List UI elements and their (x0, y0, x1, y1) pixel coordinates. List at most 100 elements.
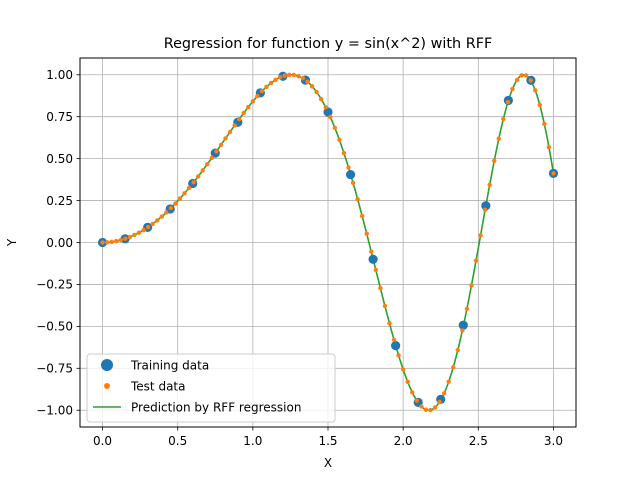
y-tick-label: 1.00 (46, 68, 73, 82)
test-point (446, 379, 451, 384)
test-point (396, 353, 401, 358)
test-point (469, 283, 474, 288)
x-tick-label: 2.0 (394, 434, 413, 448)
test-point (182, 191, 187, 196)
test-point (100, 240, 105, 245)
legend-prediction-label: Prediction by RFF regression (131, 401, 301, 415)
y-tick-label: 0.00 (46, 236, 73, 250)
test-point (268, 80, 274, 86)
test-point (264, 84, 269, 89)
x-tick-label: 1.5 (318, 434, 337, 448)
test-point (236, 116, 242, 122)
test-point (227, 129, 233, 135)
y-axis-label: Y (5, 238, 19, 247)
test-point (150, 221, 155, 227)
test-point (177, 196, 183, 201)
test-point (478, 233, 483, 238)
legend-test-label: Test data (130, 380, 185, 394)
test-point (127, 234, 133, 240)
test-point (337, 137, 342, 143)
legend: Training data Test data Prediction by RF… (86, 353, 336, 423)
test-point (441, 391, 447, 396)
test-point (359, 213, 365, 219)
test-point (400, 367, 406, 372)
test-point (218, 142, 224, 148)
test-point (136, 230, 142, 235)
test-point (109, 239, 114, 245)
test-point (291, 72, 297, 78)
test-point (432, 405, 438, 410)
y-tick-label: −0.75 (36, 362, 73, 376)
test-point (482, 207, 488, 213)
test-point (195, 174, 201, 179)
test-point (168, 205, 174, 211)
test-point (145, 224, 151, 230)
test-point (296, 73, 301, 79)
test-point (423, 407, 429, 412)
test-point (496, 136, 501, 141)
test-point (473, 258, 479, 263)
test-point (523, 73, 529, 78)
test-point (505, 100, 511, 105)
test-point (414, 398, 420, 403)
test-point (542, 121, 547, 127)
training-point (368, 254, 378, 264)
test-point (282, 73, 287, 78)
test-point (164, 210, 169, 215)
test-point (341, 150, 347, 156)
test-point (410, 390, 415, 395)
y-tick-label: 0.50 (46, 152, 73, 166)
test-point (519, 73, 524, 78)
x-axis-label: X (324, 456, 332, 470)
test-point (364, 231, 369, 236)
legend-box (86, 353, 336, 423)
test-point (464, 306, 470, 311)
test-point (209, 155, 215, 161)
test-point (382, 303, 388, 309)
y-tick-label: −0.50 (36, 320, 73, 334)
x-tick-label: 0.5 (168, 434, 187, 448)
test-point (528, 78, 533, 83)
test-point (501, 116, 506, 122)
legend-training-label: Training data (130, 359, 209, 373)
test-point (350, 180, 356, 186)
test-point (232, 123, 237, 128)
test-point (537, 102, 542, 108)
test-point (186, 185, 192, 191)
test-point (132, 232, 137, 238)
test-point (318, 96, 324, 102)
test-point (141, 227, 146, 233)
test-point (460, 328, 465, 333)
chart-title: Regression for function y = sin(x^2) wit… (164, 36, 493, 52)
test-point (451, 365, 456, 370)
test-point (455, 347, 461, 353)
test-point (309, 84, 315, 89)
test-point (369, 249, 374, 254)
test-point (255, 93, 260, 99)
training-point (323, 107, 333, 117)
training-point (391, 341, 401, 351)
test-point (250, 99, 256, 104)
test-point (214, 149, 219, 154)
x-tick-label: 2.5 (469, 434, 488, 448)
test-point (391, 337, 397, 343)
test-point (114, 238, 119, 244)
test-point (487, 182, 492, 187)
test-point (191, 180, 196, 185)
training-point (481, 201, 491, 211)
legend-test-marker (104, 383, 110, 389)
y-tick-label: 0.75 (46, 110, 73, 124)
y-tick-label: −1.00 (36, 404, 73, 418)
test-point (241, 110, 246, 116)
test-point (346, 165, 351, 170)
test-point (246, 104, 251, 110)
test-point (173, 201, 178, 206)
test-point (259, 88, 265, 94)
test-point (159, 214, 164, 219)
test-point (428, 407, 433, 413)
test-point (514, 77, 520, 83)
test-point (533, 88, 538, 93)
test-point (419, 404, 424, 409)
